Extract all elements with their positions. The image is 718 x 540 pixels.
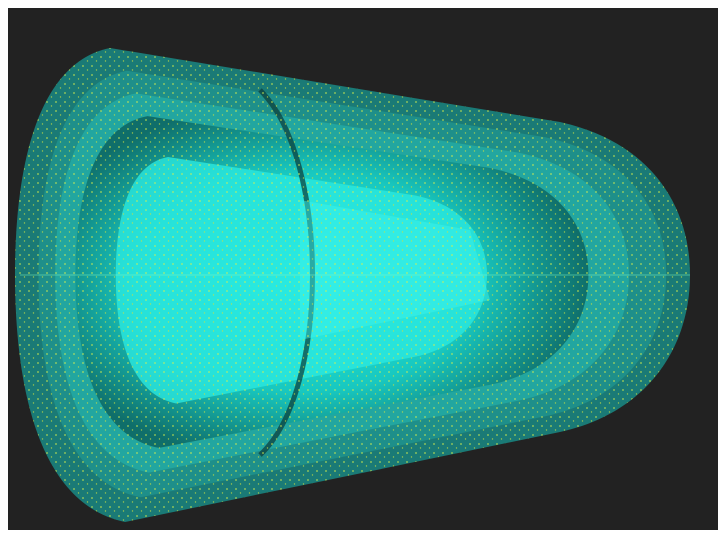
mesh — [15, 48, 690, 522]
